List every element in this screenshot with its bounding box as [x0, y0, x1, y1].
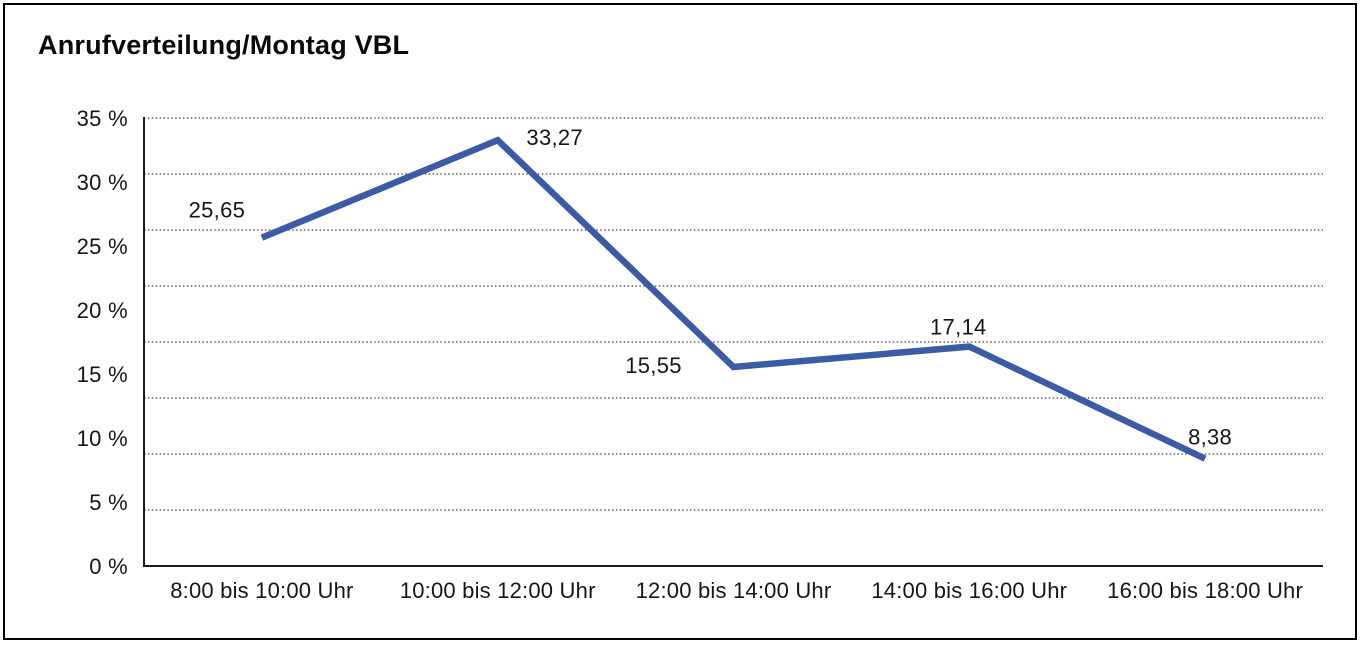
x-axis-category-label: 10:00 bis 12:00 Uhr	[400, 578, 596, 603]
y-axis-tick-label: 30 %	[77, 170, 128, 195]
x-axis-category-label: 8:00 bis 10:00 Uhr	[170, 578, 353, 603]
x-axis-category-label: 12:00 bis 14:00 Uhr	[636, 578, 832, 603]
y-axis-tick-label: 25 %	[77, 234, 128, 259]
x-axis-category-label: 16:00 bis 18:00 Uhr	[1107, 578, 1303, 603]
data-series-line	[260, 136, 1207, 462]
data-point-label: 17,14	[930, 315, 987, 340]
x-axis-category-label: 14:00 bis 16:00 Uhr	[871, 578, 1067, 603]
data-point-label: 33,27	[526, 125, 583, 150]
y-axis-tick-label: 15 %	[77, 362, 128, 387]
y-axis-tick-label: 20 %	[77, 298, 128, 323]
data-point-label: 25,65	[189, 198, 246, 223]
y-axis-tick-label: 5 %	[89, 490, 128, 515]
data-point-label: 8,38	[1188, 425, 1232, 450]
data-point-label: 15,55	[625, 353, 682, 378]
y-axis-tick-label: 10 %	[77, 426, 128, 451]
y-axis-tick-label: 0 %	[89, 554, 128, 579]
chart-title: Anrufverteilung/Montag VBL	[38, 30, 410, 60]
y-axis-tick-label: 35 %	[77, 106, 128, 131]
chart-frame-border	[3, 3, 1357, 640]
